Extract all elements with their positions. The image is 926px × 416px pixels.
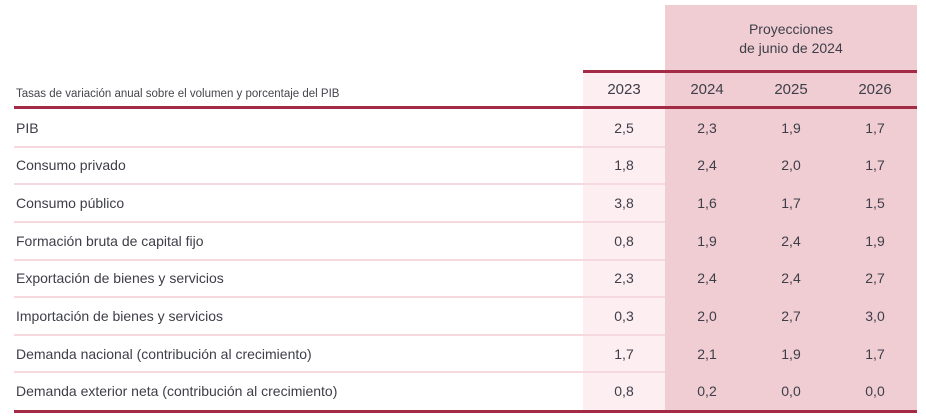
row-label: Consumo privado [16, 157, 126, 174]
row-label: Importación de bienes y servicios [16, 307, 223, 324]
cell-2025: 1,9 [781, 119, 801, 136]
row-separator [14, 333, 665, 336]
table-row: Demanda nacional (contribución al crecim… [14, 335, 917, 374]
cell-2026: 1,9 [865, 232, 885, 249]
cell-2024: 1,9 [697, 232, 717, 249]
row-label: Formación bruta de capital fijo [16, 232, 204, 249]
projection-group-header: Proyecciones de junio de 2024 [665, 20, 917, 58]
rule-under-group-header [583, 70, 917, 73]
year-header-row: 2023 2024 2025 2026 [14, 73, 917, 106]
cell-2023: 3,8 [614, 195, 634, 212]
cell-2025: 1,7 [781, 195, 801, 212]
cell-2026: 1,7 [865, 345, 885, 362]
cell-2025: 2,7 [781, 307, 801, 324]
rule-under-year-headers [14, 106, 917, 109]
cell-2026: 1,5 [865, 195, 885, 212]
cell-2023: 2,3 [614, 270, 634, 287]
cell-2025: 2,4 [781, 232, 801, 249]
table-bottom-rule [14, 410, 917, 413]
cell-2024: 2,0 [697, 307, 717, 324]
cell-2025: 0,0 [781, 383, 801, 400]
table-row: Demanda exterior neta (contribución al c… [14, 372, 917, 410]
cell-2025: 1,9 [781, 345, 801, 362]
group-header-line1: Proyecciones [748, 21, 834, 37]
table-row: Consumo privado 1,8 2,4 2,0 1,7 [14, 147, 917, 186]
cell-2025: 2,0 [781, 157, 801, 174]
cell-2023: 1,8 [614, 157, 634, 174]
table-row: Formación bruta de capital fijo 0,8 1,9 … [14, 222, 917, 261]
table-row: Exportación de bienes y servicios 2,3 2,… [14, 260, 917, 299]
cell-2026: 1,7 [865, 157, 885, 174]
row-separator [14, 371, 665, 374]
row-separator [14, 258, 665, 261]
year-header-2026: 2026 [858, 81, 892, 98]
cell-2024: 2,1 [697, 345, 717, 362]
row-label: Demanda exterior neta (contribución al c… [16, 383, 338, 400]
year-header-2024: 2024 [690, 81, 724, 98]
cell-2026: 3,0 [865, 307, 885, 324]
actual-2023-column-background [583, 71, 665, 413]
year-header-2023: 2023 [607, 81, 641, 98]
cell-2025: 2,4 [781, 270, 801, 287]
table-row: PIB 2,5 2,3 1,9 1,7 [14, 109, 917, 148]
cell-2026: 2,7 [865, 270, 885, 287]
cell-2026: 0,0 [865, 383, 885, 400]
cell-2024: 2,4 [697, 157, 717, 174]
table-caption: Tasas de variación anual sobre el volume… [16, 88, 340, 100]
projection-band-background [665, 5, 917, 413]
row-separator [14, 296, 665, 299]
row-label: Demanda nacional (contribución al crecim… [16, 345, 312, 362]
cell-2023: 0,8 [614, 383, 634, 400]
group-header-line2: de junio de 2024 [739, 40, 843, 56]
row-label: Consumo público [16, 195, 125, 212]
cell-2024: 1,6 [697, 195, 717, 212]
row-label: Exportación de bienes y servicios [16, 270, 224, 287]
row-separator [14, 145, 665, 148]
row-label: PIB [16, 119, 39, 136]
year-header-2025: 2025 [774, 81, 808, 98]
cell-2024: 2,3 [697, 119, 717, 136]
cell-2023: 2,5 [614, 119, 634, 136]
cell-2024: 0,2 [697, 383, 717, 400]
cell-2023: 0,8 [614, 232, 634, 249]
cell-2024: 2,4 [697, 270, 717, 287]
cell-2023: 0,3 [614, 307, 634, 324]
table-row: Consumo público 3,8 1,6 1,7 1,5 [14, 184, 917, 223]
row-separator [14, 183, 665, 186]
table-row: Importación de bienes y servicios 0,3 2,… [14, 297, 917, 336]
row-separator [14, 220, 665, 223]
cell-2023: 1,7 [614, 345, 634, 362]
table-body: PIB 2,5 2,3 1,9 1,7 Consumo privado 1,8 … [14, 109, 917, 410]
cell-2026: 1,7 [865, 119, 885, 136]
